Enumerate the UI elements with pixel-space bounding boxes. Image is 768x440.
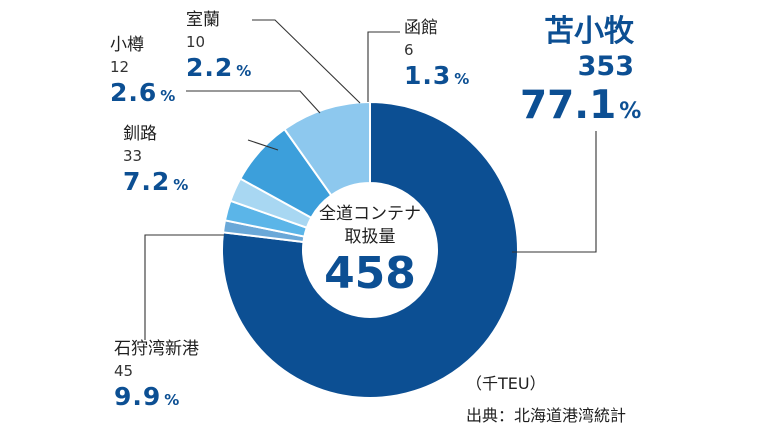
label-value: 10 <box>186 33 206 51</box>
donut-center: 全道コンテナ 取扱量 458 <box>300 206 440 296</box>
leader-line-2 <box>252 19 361 104</box>
label-value: 33 <box>123 147 143 165</box>
label-kushiro: 釧路 33 7.2% <box>123 124 190 196</box>
label-name: 函館 <box>404 18 438 38</box>
label-name: 石狩湾新港 <box>114 339 199 359</box>
label-percent: 1.3% <box>404 61 471 90</box>
label-otaru: 小樽 12 2.6% <box>110 35 177 107</box>
label-percent: 7.2% <box>123 167 190 196</box>
label-name: 苫小牧 <box>544 14 634 49</box>
label-percent: 9.9% <box>114 382 181 411</box>
slice-5 <box>283 100 371 197</box>
center-total: 458 <box>324 248 416 299</box>
label-value: 12 <box>110 58 130 76</box>
source-note: 出典：北海道港湾統計 <box>466 406 627 425</box>
label-name: 室蘭 <box>186 10 220 30</box>
leader-line-3 <box>186 90 321 114</box>
label-value: 353 <box>577 51 634 82</box>
leader-line-4 <box>247 139 279 151</box>
label-ishikari: 石狩湾新港 45 9.9% <box>114 339 199 411</box>
center-label-2: 取扱量 <box>344 227 396 247</box>
slice-0 <box>221 100 519 399</box>
label-percent: 77.1% <box>520 83 642 128</box>
label-name: 釧路 <box>123 124 157 144</box>
label-name: 小樽 <box>110 35 144 55</box>
label-value: 6 <box>404 41 414 59</box>
label-value: 45 <box>114 362 134 380</box>
leader-line-0 <box>512 131 597 253</box>
center-label-1: 全道コンテナ <box>319 204 421 224</box>
leader-line-5 <box>144 234 224 340</box>
leader-lines <box>144 19 597 340</box>
label-muroran: 室蘭 10 2.2% <box>186 10 253 82</box>
label-percent: 2.6% <box>110 78 177 107</box>
label-percent: 2.2% <box>186 53 253 82</box>
leader-line-1 <box>367 31 400 102</box>
donut-slices <box>221 100 519 399</box>
label-hakodate: 函館 6 1.3% <box>404 18 471 90</box>
label-tomakomai: 苫小牧 353 77.1% <box>520 14 642 128</box>
unit-note: （千TEU） <box>466 374 546 393</box>
